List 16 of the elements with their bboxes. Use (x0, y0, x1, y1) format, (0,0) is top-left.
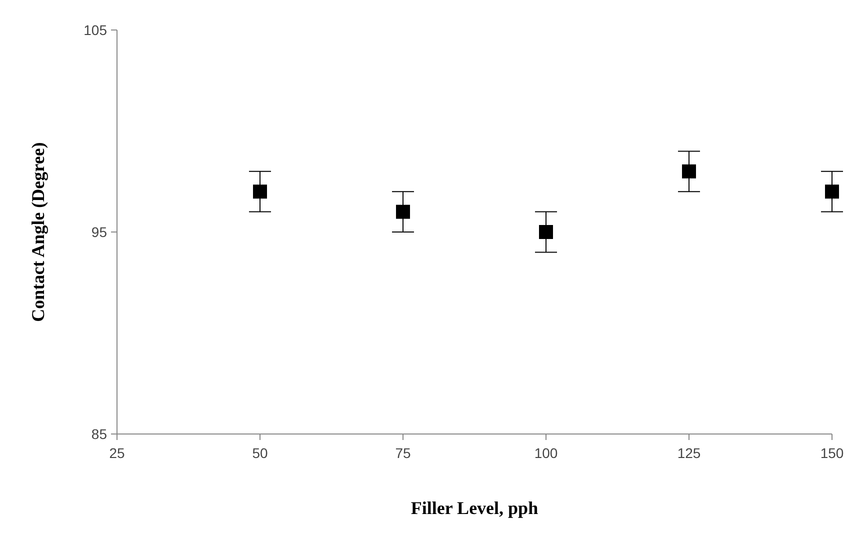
y-tick-label: 85 (91, 426, 108, 442)
y-axis-title: Contact Angle (Degree) (28, 142, 48, 322)
x-tick-label: 50 (252, 445, 268, 461)
y-tick-label: 95 (91, 224, 108, 240)
x-tick-label: 125 (677, 445, 701, 461)
point (396, 204, 410, 219)
x-tick-label: 100 (534, 445, 558, 461)
x-axis-title: Filler Level, pph (410, 498, 538, 518)
y-tick-label: 105 (84, 22, 108, 38)
point (825, 184, 839, 199)
point (539, 225, 553, 239)
x-tick-label: 25 (109, 445, 125, 461)
x-tick-label: 150 (820, 445, 844, 461)
point (682, 164, 696, 178)
point (253, 184, 267, 199)
x-tick-label: 75 (395, 445, 411, 461)
